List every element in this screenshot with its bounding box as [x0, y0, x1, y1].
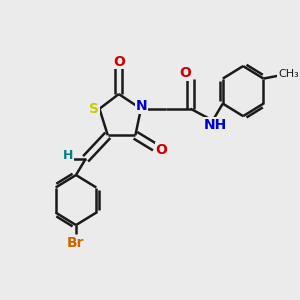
- Text: Br: Br: [67, 236, 85, 250]
- Text: NH: NH: [204, 118, 227, 132]
- Text: CH₃: CH₃: [278, 69, 299, 79]
- Text: H: H: [62, 149, 73, 162]
- Text: O: O: [113, 55, 125, 69]
- Text: N: N: [136, 99, 147, 113]
- Text: S: S: [89, 102, 100, 116]
- Text: O: O: [156, 143, 168, 157]
- Text: O: O: [179, 66, 191, 80]
